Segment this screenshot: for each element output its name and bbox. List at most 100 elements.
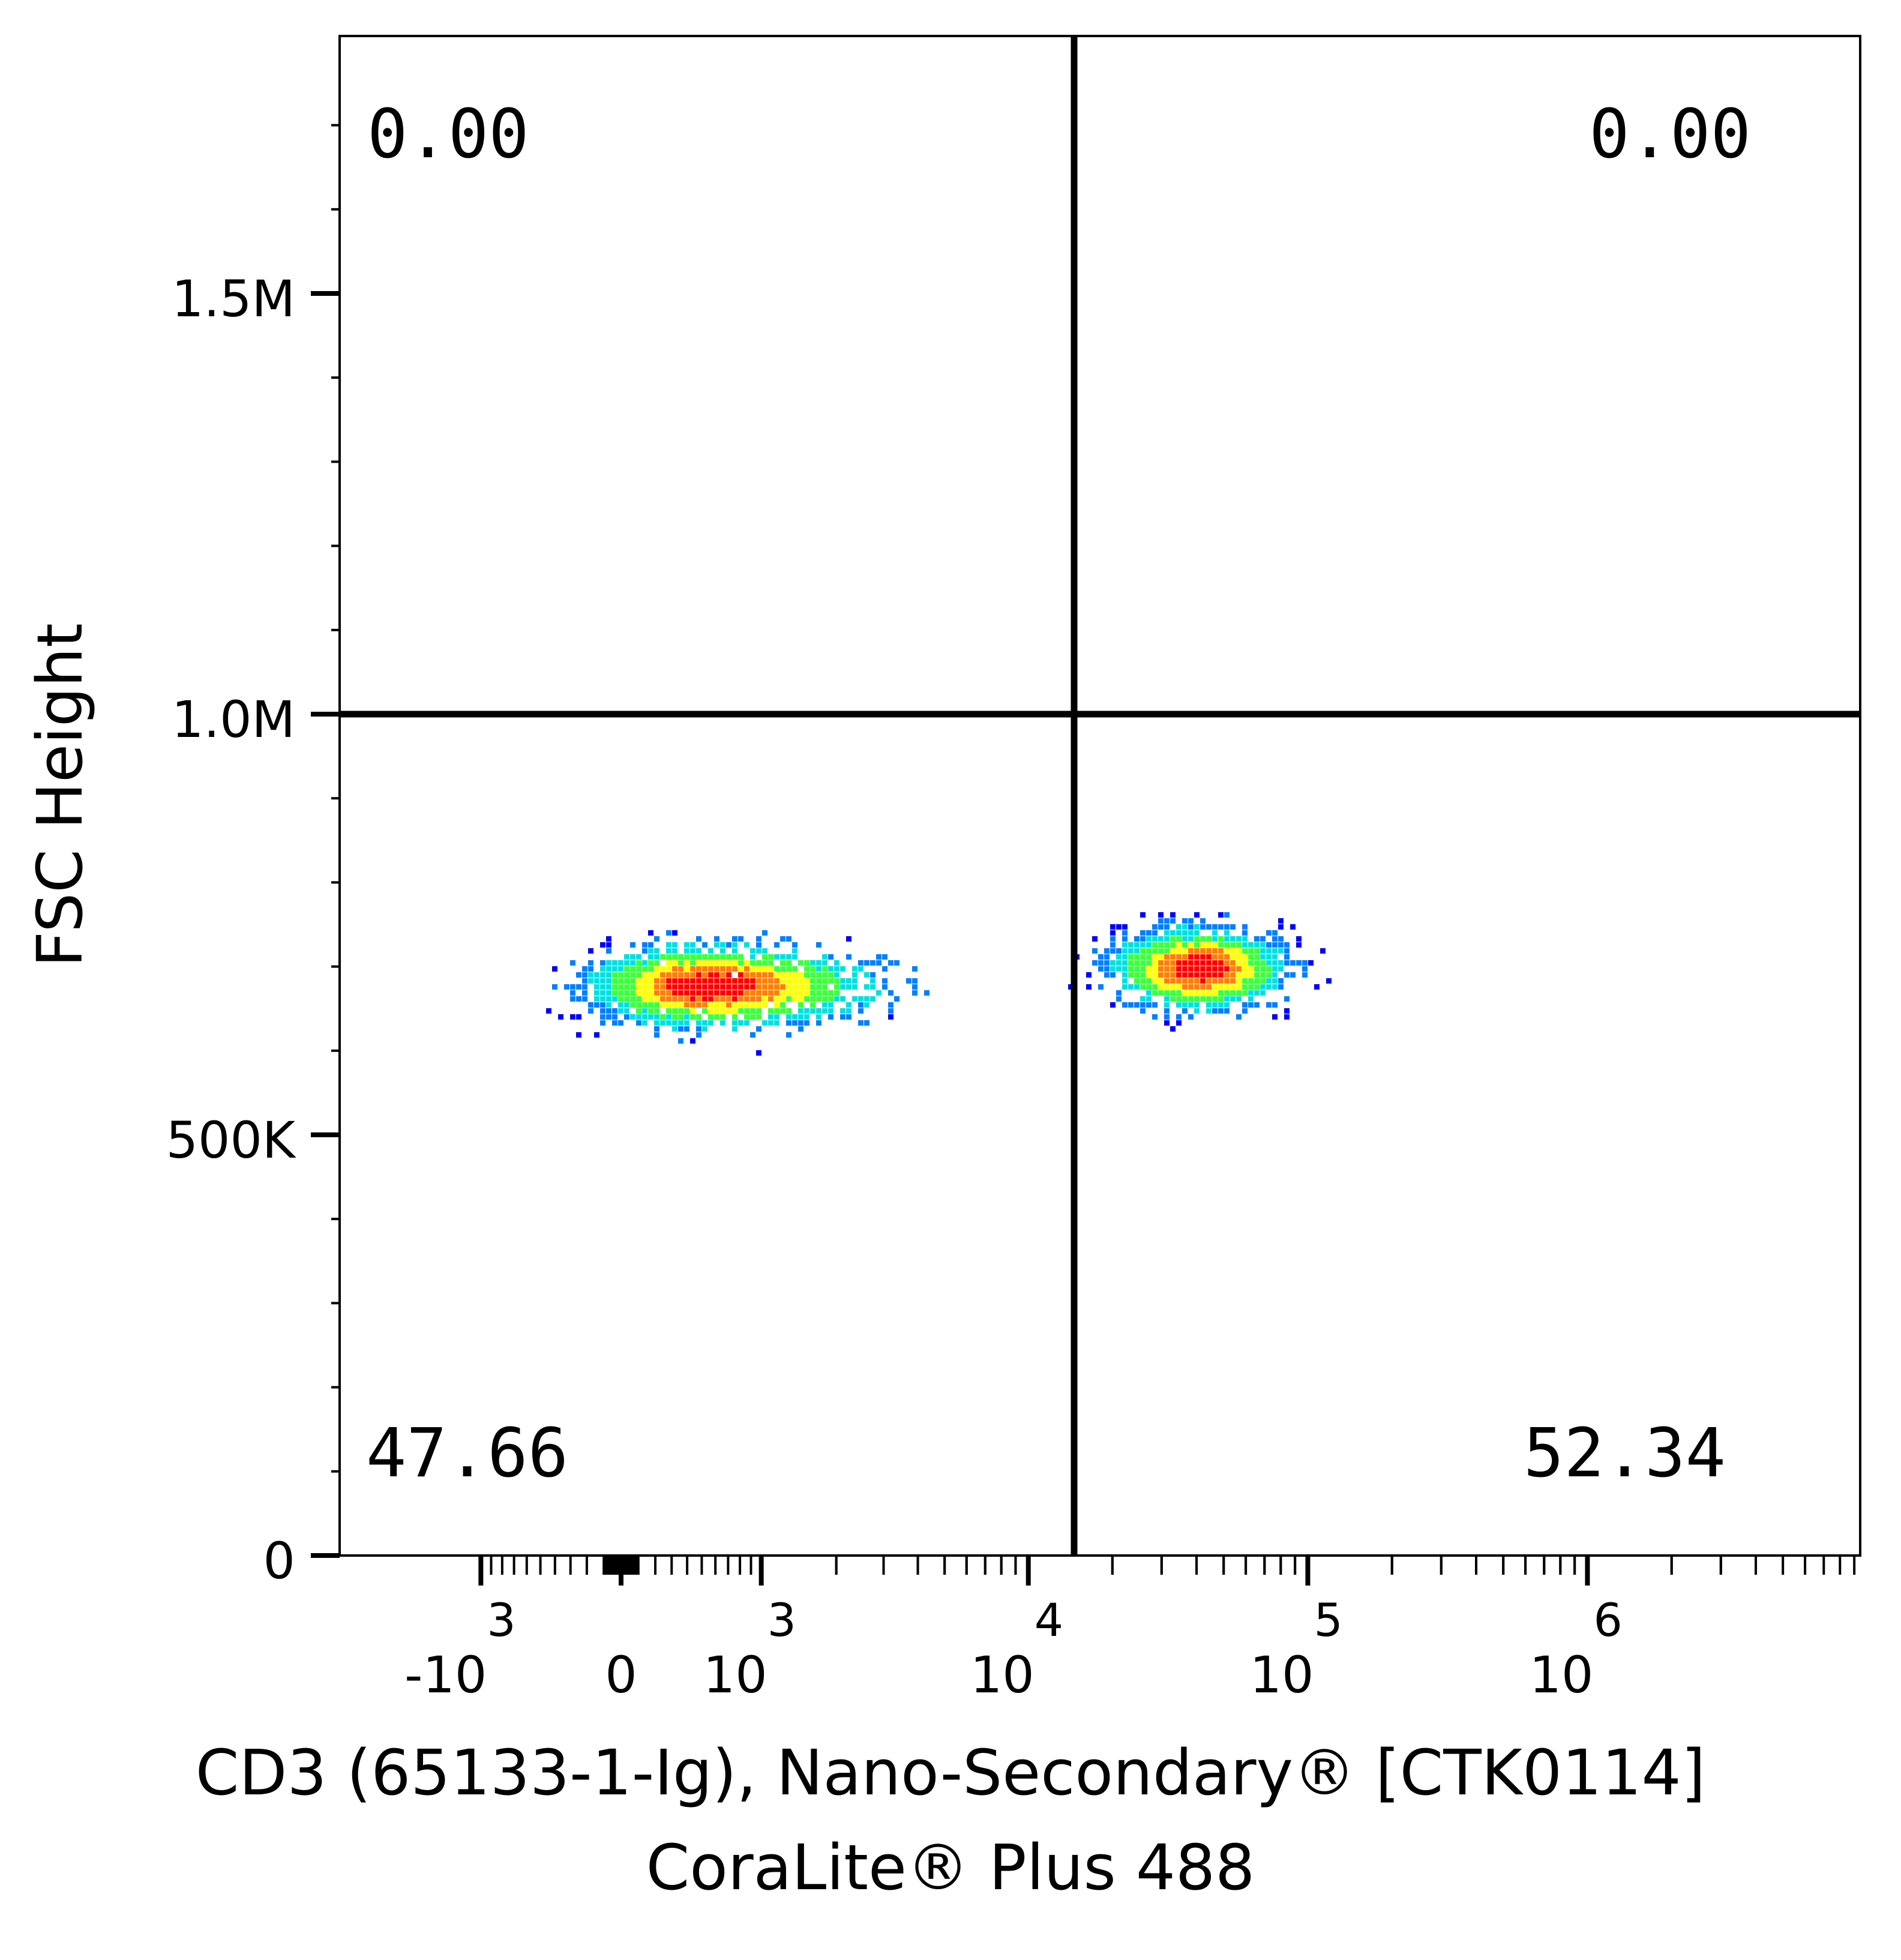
event-dot	[1158, 918, 1164, 924]
event-dot	[1194, 954, 1200, 960]
event-dot	[1278, 984, 1284, 990]
event-dot	[732, 948, 737, 954]
event-dot	[624, 972, 629, 978]
event-dot	[642, 1020, 647, 1026]
event-dot	[648, 930, 653, 936]
event-dot	[636, 972, 641, 978]
event-dot	[684, 960, 689, 966]
event-dot	[648, 1002, 653, 1008]
event-dot	[816, 978, 821, 984]
event-dot	[1278, 942, 1284, 948]
event-dot	[846, 936, 851, 942]
event-dot	[1170, 912, 1176, 918]
event-dot	[780, 996, 785, 1002]
event-dot	[1176, 948, 1182, 954]
event-dot	[1182, 924, 1188, 930]
event-dot	[780, 978, 785, 984]
event-dot	[828, 972, 833, 978]
event-dot	[834, 978, 839, 984]
event-dot	[1218, 978, 1224, 984]
event-dot	[864, 972, 869, 978]
event-dot	[678, 972, 683, 978]
event-dot	[1122, 1002, 1128, 1008]
event-dot	[1284, 942, 1290, 948]
event-dot	[1224, 930, 1230, 936]
event-dot	[1098, 984, 1104, 990]
event-dot	[1164, 948, 1170, 954]
event-dot	[762, 930, 767, 936]
event-dot	[1212, 942, 1218, 948]
event-dot	[690, 966, 695, 972]
event-dot	[768, 1014, 773, 1020]
event-dot	[1164, 930, 1170, 936]
event-dot	[816, 966, 821, 972]
event-dot	[1224, 1002, 1230, 1008]
event-dot	[720, 1002, 725, 1008]
event-dot	[1266, 1002, 1272, 1008]
event-dot	[714, 936, 719, 942]
event-dot	[720, 954, 725, 960]
event-dot	[552, 966, 557, 972]
event-dot	[744, 984, 749, 990]
event-dot	[756, 948, 761, 954]
event-dot	[678, 1038, 683, 1044]
event-dot	[1086, 972, 1092, 978]
event-dot	[1242, 948, 1248, 954]
event-dot	[786, 1008, 791, 1014]
event-dot	[828, 978, 833, 984]
event-dot	[1248, 984, 1254, 990]
event-dot	[612, 984, 617, 990]
event-dot	[702, 1020, 707, 1026]
y-tick-label: 0	[263, 1532, 295, 1590]
event-dot	[888, 960, 893, 966]
event-dot	[744, 1020, 749, 1026]
event-dot	[1176, 978, 1182, 984]
event-dot	[654, 972, 659, 978]
event-dot	[726, 1008, 731, 1014]
event-dot	[594, 978, 599, 984]
event-dot	[1260, 990, 1266, 996]
event-dot	[1188, 1002, 1194, 1008]
event-dot	[1170, 1026, 1176, 1032]
event-dot	[750, 972, 755, 978]
event-dot	[864, 1002, 869, 1008]
event-dot	[666, 954, 671, 960]
event-dot	[1266, 966, 1272, 972]
event-dot	[816, 996, 821, 1002]
event-dot	[1176, 984, 1182, 990]
event-dot	[600, 960, 605, 966]
event-dot	[606, 966, 611, 972]
event-dot	[720, 1008, 725, 1014]
event-dot	[654, 948, 659, 954]
event-dot	[684, 948, 689, 954]
event-dot	[690, 984, 695, 990]
event-dot	[750, 1002, 755, 1008]
event-dot	[834, 972, 839, 978]
event-dot	[1260, 954, 1266, 960]
event-dot	[798, 1020, 803, 1026]
event-dot	[1110, 942, 1116, 948]
event-dot	[1194, 990, 1200, 996]
event-dot	[1188, 966, 1194, 972]
event-dot	[624, 978, 629, 984]
event-dot	[678, 1002, 683, 1008]
event-dot	[726, 990, 731, 996]
event-dot	[1248, 954, 1254, 960]
event-dot	[696, 1002, 701, 1008]
event-dot	[1224, 972, 1230, 978]
event-dot	[792, 966, 797, 972]
event-dot	[648, 966, 653, 972]
event-dot	[1224, 954, 1230, 960]
event-dot	[678, 1020, 683, 1026]
event-dot	[1314, 984, 1320, 990]
event-dot	[720, 948, 725, 954]
event-dot	[1164, 1008, 1170, 1014]
event-dot	[588, 960, 593, 966]
event-dot	[1200, 972, 1206, 978]
event-dot	[870, 972, 875, 978]
event-dot	[1134, 1002, 1140, 1008]
event-dot	[804, 972, 809, 978]
event-dot	[1272, 948, 1278, 954]
event-dot	[714, 978, 719, 984]
event-dot	[618, 996, 623, 1002]
